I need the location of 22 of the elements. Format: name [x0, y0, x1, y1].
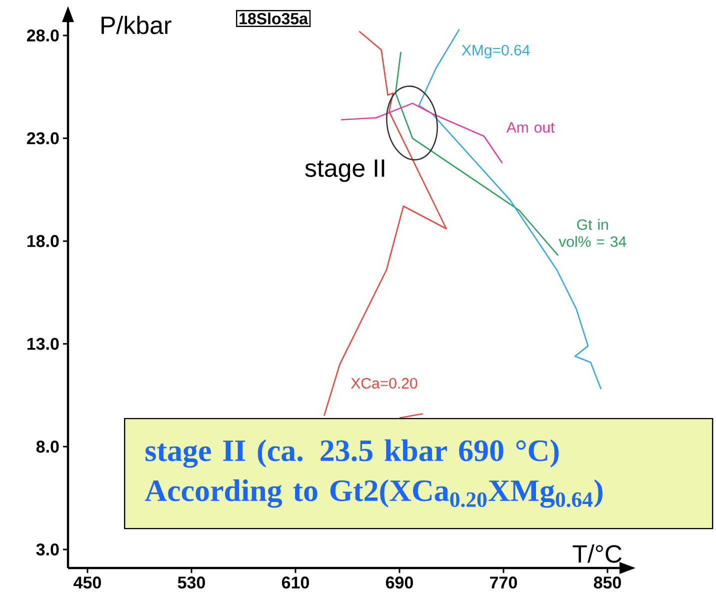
x-axis-title: T/°C [572, 544, 622, 563]
y-tick-label: 8.0 [36, 440, 59, 453]
x-tick-label: 850 [594, 576, 621, 589]
x-tick-label: 770 [490, 576, 517, 589]
x-tick-label: 610 [282, 576, 309, 589]
y-tick-label: 28.0 [26, 29, 59, 42]
chart-title: 18Slo35a [240, 12, 308, 24]
series-label: XCa=0.20 [350, 378, 418, 389]
series-label: Gt in vol% = 34 [558, 218, 626, 247]
y-tick-label: 23.0 [26, 132, 59, 144]
series-label: XMg=0.64 [462, 44, 530, 58]
annotation: stage II [305, 160, 384, 182]
y-tick-label: 18.0 [27, 235, 59, 248]
y-tick-label: 13.0 [27, 338, 59, 350]
series-label: Am out [506, 122, 555, 133]
annotation: stage II (ca. 23.5 kbar 690 °C) [146, 439, 559, 468]
x-tick-label: 690 [386, 576, 413, 589]
x-tick-label: 530 [178, 576, 205, 589]
x-tick-label: 450 [74, 576, 101, 589]
y-axis-title: P/kbar [102, 16, 172, 34]
annotation: According to Gt2(XCa$_{0.20}$XMg$_{0.64}$) [144, 479, 602, 508]
y-tick-label: 3.0 [36, 543, 59, 556]
